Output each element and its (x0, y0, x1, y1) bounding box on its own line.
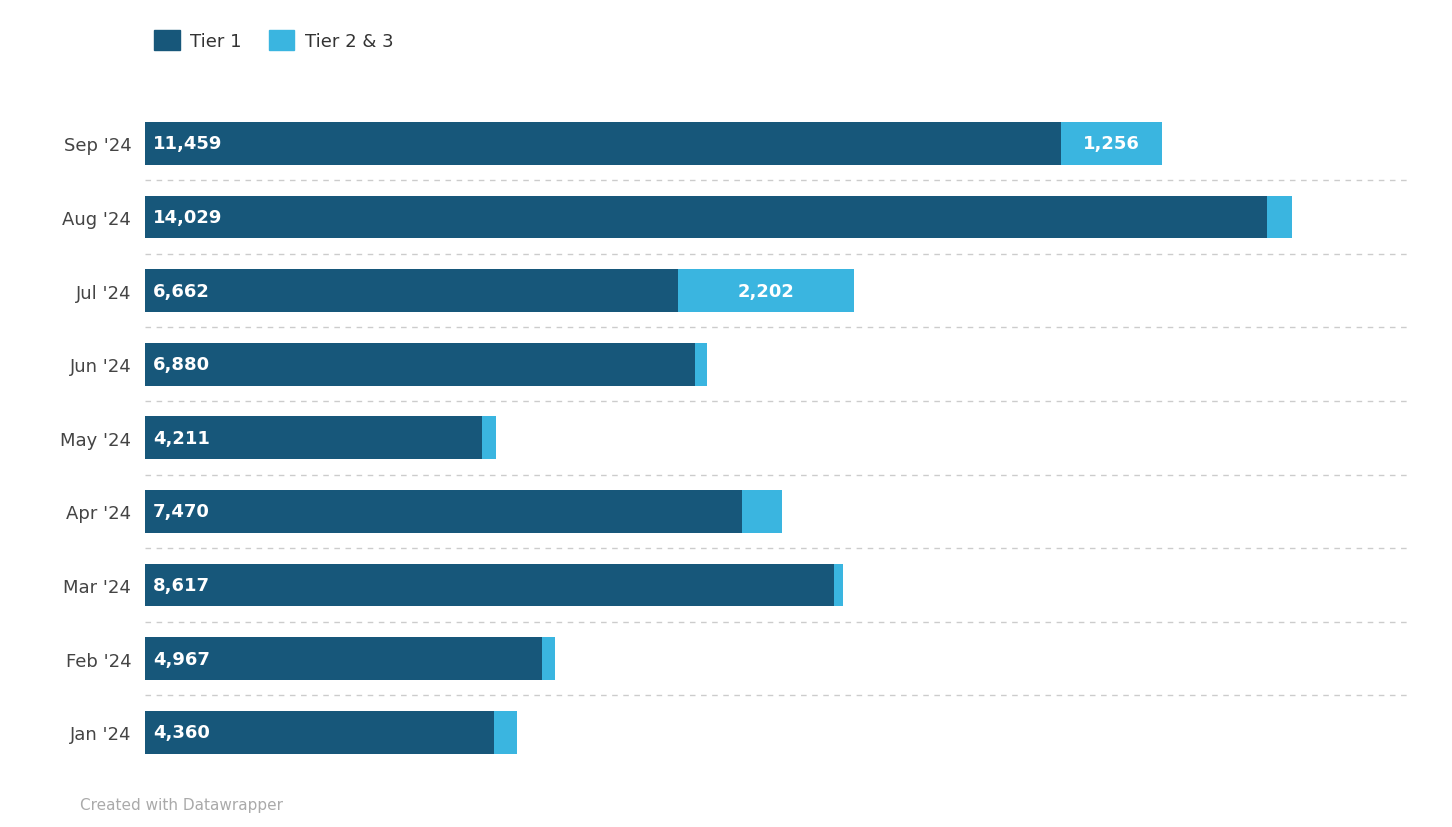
Bar (1266, 197, 1292, 239)
Text: 4,967: 4,967 (154, 650, 211, 668)
Legend: Tier 1, Tier 2 & 3: Tier 1, Tier 2 & 3 (154, 31, 393, 51)
Bar (678, 270, 854, 313)
Text: 4,211: 4,211 (154, 429, 211, 447)
Bar (542, 638, 555, 680)
Text: 6,880: 6,880 (154, 356, 211, 374)
Bar (145, 197, 1266, 239)
Bar (696, 343, 707, 386)
Bar (145, 711, 494, 753)
Text: 6,662: 6,662 (154, 282, 211, 300)
Text: 11,459: 11,459 (154, 136, 222, 153)
Bar (1061, 123, 1162, 165)
Bar (145, 343, 696, 386)
Bar (145, 123, 1061, 165)
Bar (833, 564, 842, 607)
Text: 4,360: 4,360 (154, 724, 211, 741)
Bar (482, 417, 497, 460)
Bar (494, 711, 517, 753)
Bar (145, 417, 482, 460)
Bar (145, 564, 833, 607)
Text: 2,202: 2,202 (738, 282, 794, 300)
Text: 8,617: 8,617 (154, 576, 211, 595)
Text: 7,470: 7,470 (154, 503, 211, 521)
Text: Created with Datawrapper: Created with Datawrapper (80, 797, 283, 812)
Bar (145, 270, 678, 313)
Bar (742, 490, 781, 533)
Bar (145, 638, 542, 680)
Bar (145, 490, 742, 533)
Text: 1,256: 1,256 (1083, 136, 1140, 153)
Text: 14,029: 14,029 (154, 208, 222, 227)
